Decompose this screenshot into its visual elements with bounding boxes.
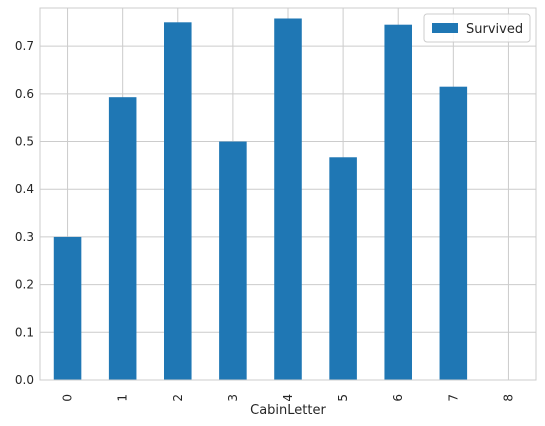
bar-6 <box>384 24 412 380</box>
x-tick-label: 3 <box>226 394 240 402</box>
bar-4 <box>274 18 302 380</box>
plot-frame <box>39 7 537 381</box>
x-tick-label: 4 <box>281 394 295 402</box>
bar-5 <box>329 157 357 380</box>
x-tick-label: 5 <box>336 394 350 402</box>
y-tick-label: 0.6 <box>15 87 34 101</box>
bar-7 <box>439 86 468 380</box>
y-tick-label: 0.3 <box>15 230 34 244</box>
y-axis: 0.0 0.1 0.2 0.3 0.4 0.5 0.6 0.7 <box>15 39 34 387</box>
x-tick-label: 1 <box>116 394 130 402</box>
x-tick-label: 7 <box>446 394 460 402</box>
legend-label: Survived <box>466 22 523 37</box>
bar-1 <box>108 97 137 380</box>
x-axis: 0 1 2 3 4 5 6 7 8 <box>61 394 516 402</box>
bar-2 <box>164 22 192 381</box>
y-tick-label: 0.5 <box>15 135 34 149</box>
y-tick-label: 0.2 <box>15 278 34 292</box>
bars <box>53 18 468 381</box>
x-tick-label: 8 <box>501 394 515 402</box>
legend-box <box>423 13 531 43</box>
legend-swatch <box>432 23 458 33</box>
y-tick-label: 0.4 <box>15 182 34 196</box>
bar-0 <box>53 236 82 380</box>
x-tick-label: 0 <box>61 394 75 402</box>
x-axis-title: CabinLetter <box>250 403 326 418</box>
bar-3 <box>219 141 247 380</box>
x-tick-label: 6 <box>391 394 405 402</box>
y-tick-label: 0.1 <box>15 325 34 339</box>
y-tick-label: 0.0 <box>15 373 34 387</box>
legend: Survived <box>423 13 531 43</box>
y-tick-label: 0.7 <box>15 39 34 53</box>
x-tick-label: 2 <box>171 394 185 402</box>
